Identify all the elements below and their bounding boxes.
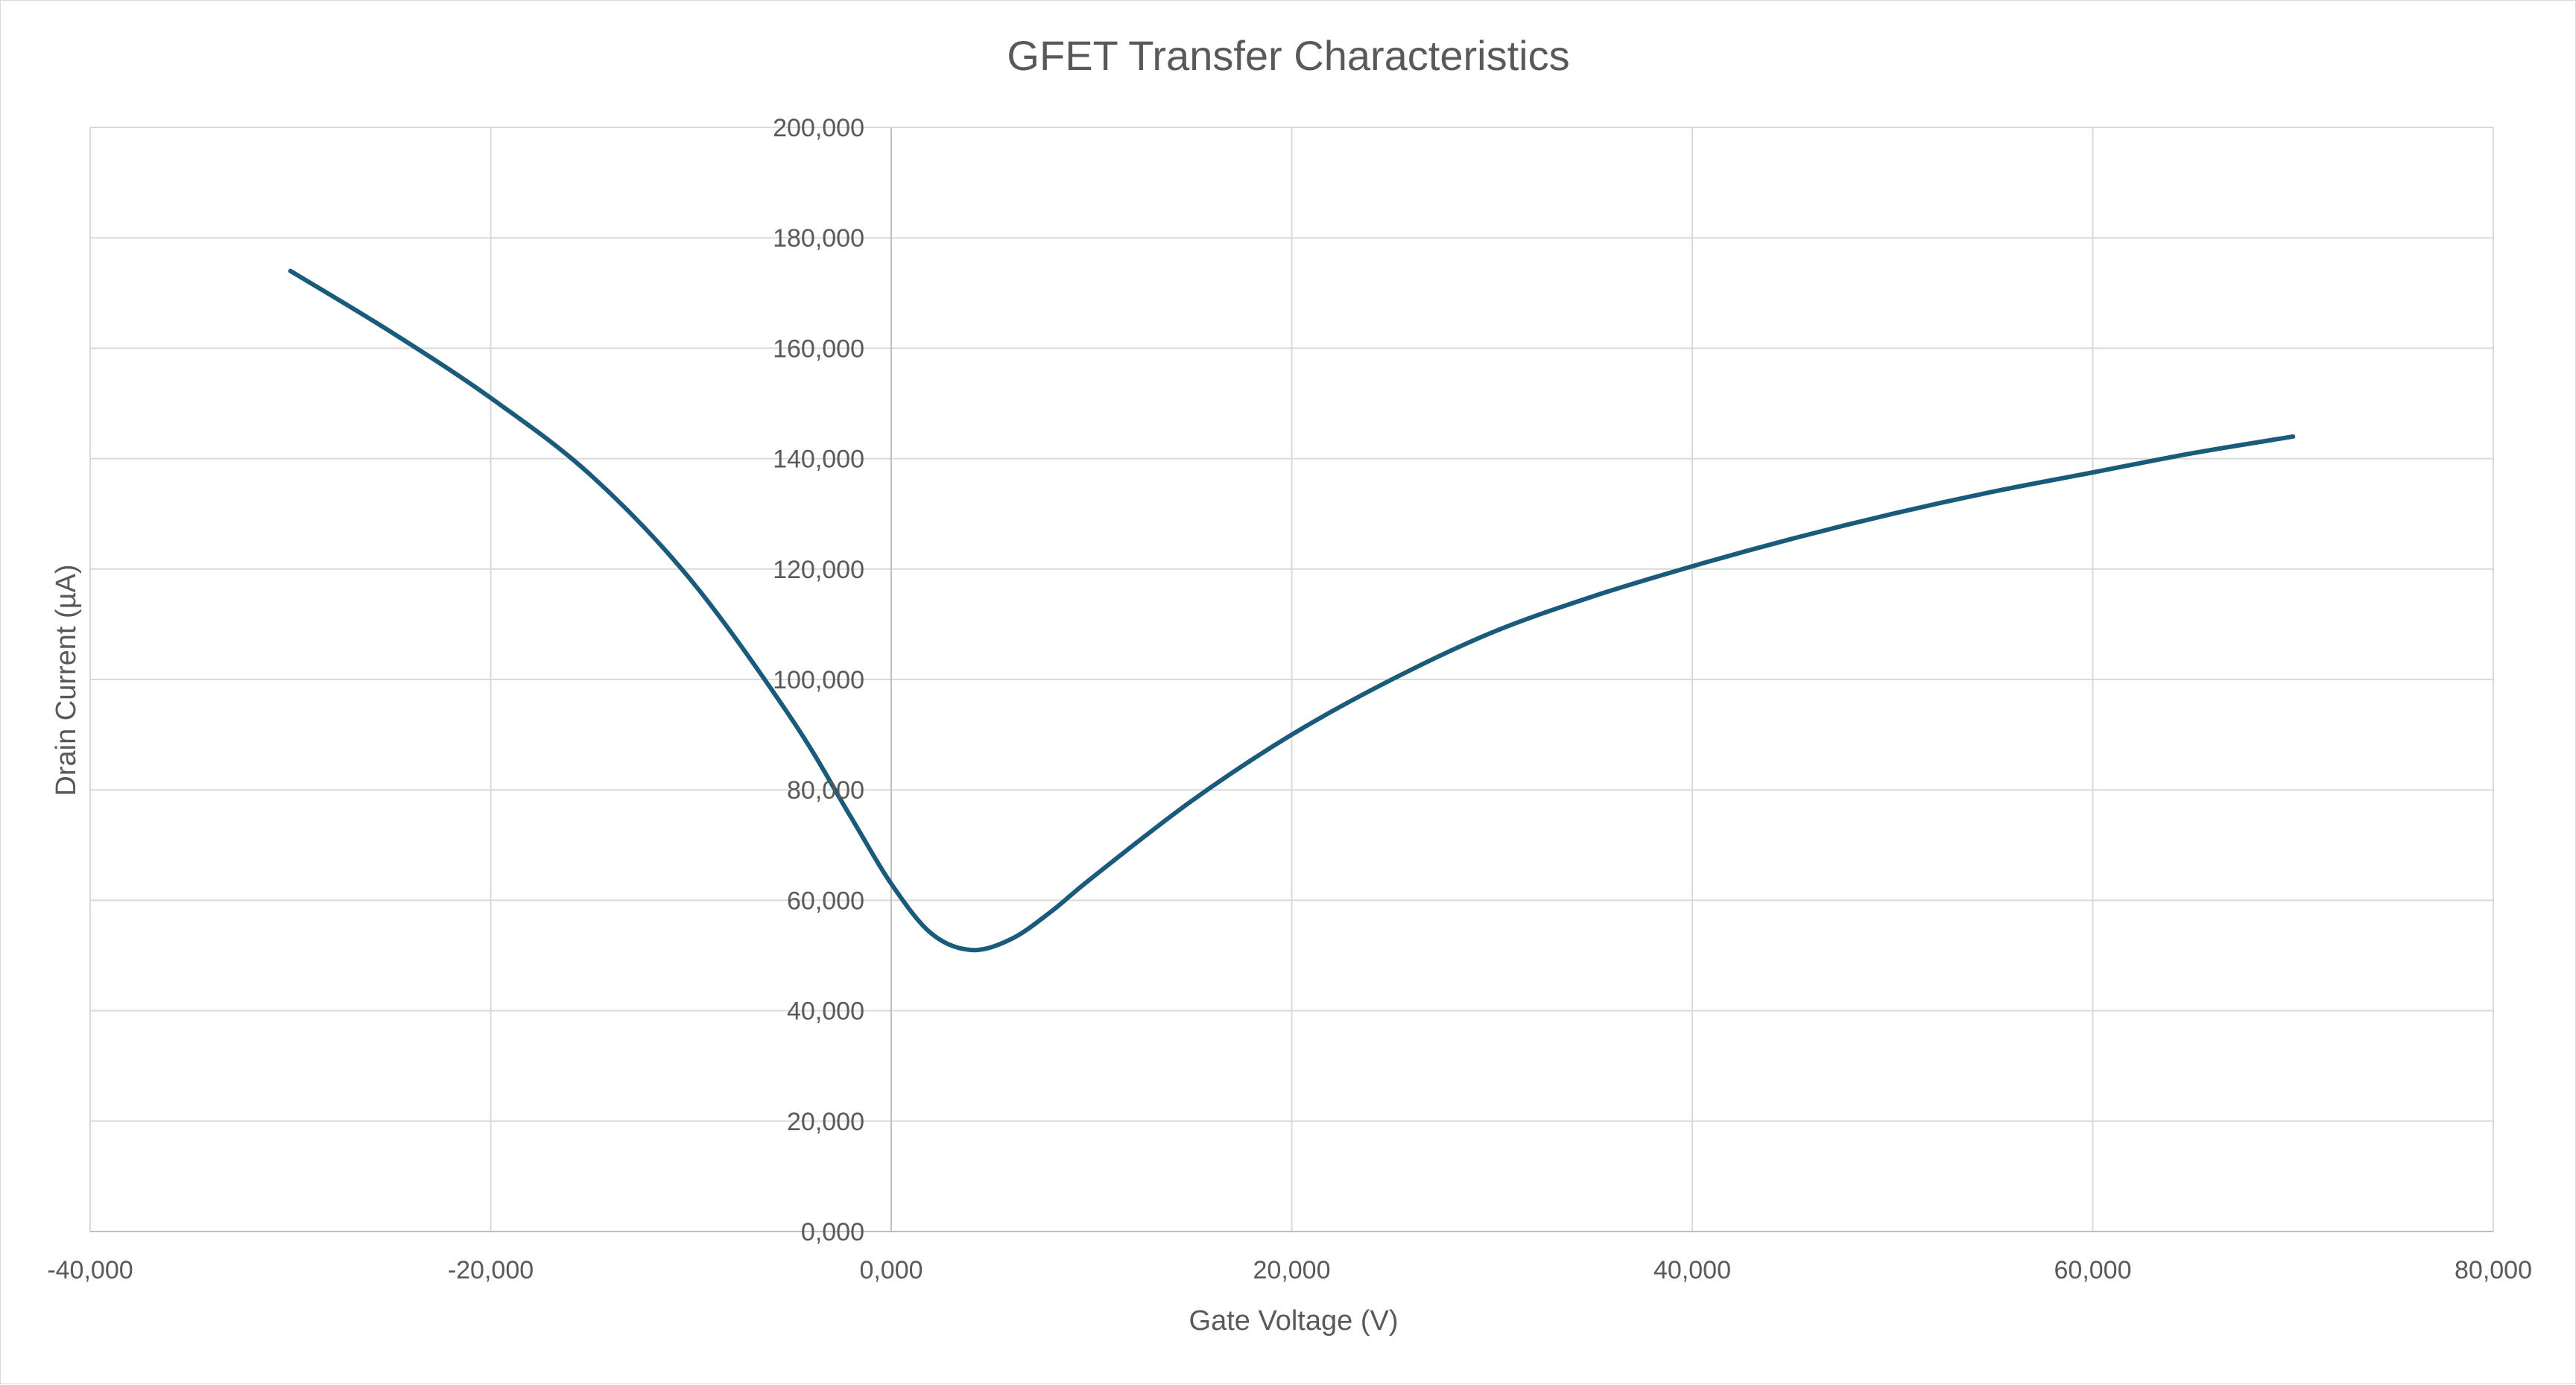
series-layer [288,268,2296,953]
y-tick-label: 40,000 [787,998,864,1026]
x-tick-label: 0,000 [859,1256,923,1284]
y-tick-label: 60,000 [787,887,864,915]
x-axis-title: Gate Voltage (V) [1189,1305,1399,1337]
x-tick-label: 60,000 [2054,1256,2132,1284]
y-tick-label: 100,000 [773,666,864,694]
x-tick-label: 40,000 [1653,1256,1731,1284]
y-tick-labels: 0,000 20,000 40,000 60,000 80,000 100,000 120,… [773,114,864,1246]
y-tick-label: 160,000 [773,335,864,363]
y-tick-label: 200,000 [773,114,864,142]
series-line [288,268,2296,953]
y-tick-label: 0,000 [801,1218,864,1246]
y-tick-label: 80,000 [787,776,864,805]
x-tick-label: 80,000 [2455,1256,2532,1284]
y-tick-label: 140,000 [773,446,864,474]
x-tick-label: -20,000 [448,1256,534,1284]
y-tick-label: 20,000 [787,1108,864,1136]
x-tick-labels: -40,000 -20,000 0,000 20,000 40,000 60,000 80,… [47,1256,2532,1284]
x-tick-label: 20,000 [1253,1256,1331,1284]
grid-layer [89,127,2494,1232]
y-tick-label: 120,000 [773,556,864,584]
chart-title: GFET Transfer Characteristics [1007,32,1569,79]
y-tick-label: 180,000 [773,224,864,253]
x-tick-label: -40,000 [47,1256,133,1284]
y-axis-title: Drain Current (µA) [51,564,82,796]
